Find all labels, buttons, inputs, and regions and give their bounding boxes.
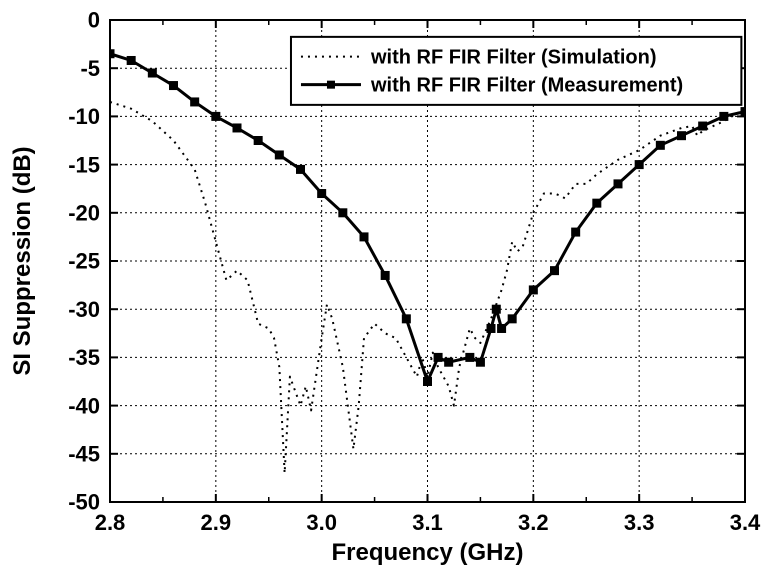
svg-text:3.0: 3.0 (306, 510, 337, 535)
svg-text:with RF FIR Filter (Measuremen: with RF FIR Filter (Measurement) (370, 75, 683, 97)
svg-text:-30: -30 (68, 297, 100, 322)
svg-text:-50: -50 (68, 490, 100, 515)
svg-text:3.1: 3.1 (412, 510, 443, 535)
svg-text:3.4: 3.4 (730, 510, 761, 535)
svg-text:-40: -40 (68, 393, 100, 418)
svg-text:3.2: 3.2 (518, 510, 549, 535)
si-suppression-chart: 2.82.93.03.13.23.33.4-50-45-40-35-30-25-… (0, 0, 775, 582)
svg-text:-45: -45 (68, 442, 100, 467)
svg-text:-5: -5 (80, 56, 100, 81)
svg-text:-15: -15 (68, 152, 100, 177)
svg-text:2.9: 2.9 (201, 510, 232, 535)
svg-text:0: 0 (88, 8, 100, 33)
svg-text:SI Suppression (dB): SI Suppression (dB) (9, 146, 36, 375)
svg-text:-20: -20 (68, 201, 100, 226)
svg-text:with RF FIR Filter (Simulation: with RF FIR Filter (Simulation) (370, 47, 657, 69)
svg-text:-35: -35 (68, 345, 100, 370)
chart-container: 2.82.93.03.13.23.33.4-50-45-40-35-30-25-… (0, 0, 775, 582)
svg-text:3.3: 3.3 (624, 510, 655, 535)
svg-text:-25: -25 (68, 249, 100, 274)
svg-text:-10: -10 (68, 104, 100, 129)
svg-text:Frequency (GHz): Frequency (GHz) (331, 539, 523, 566)
